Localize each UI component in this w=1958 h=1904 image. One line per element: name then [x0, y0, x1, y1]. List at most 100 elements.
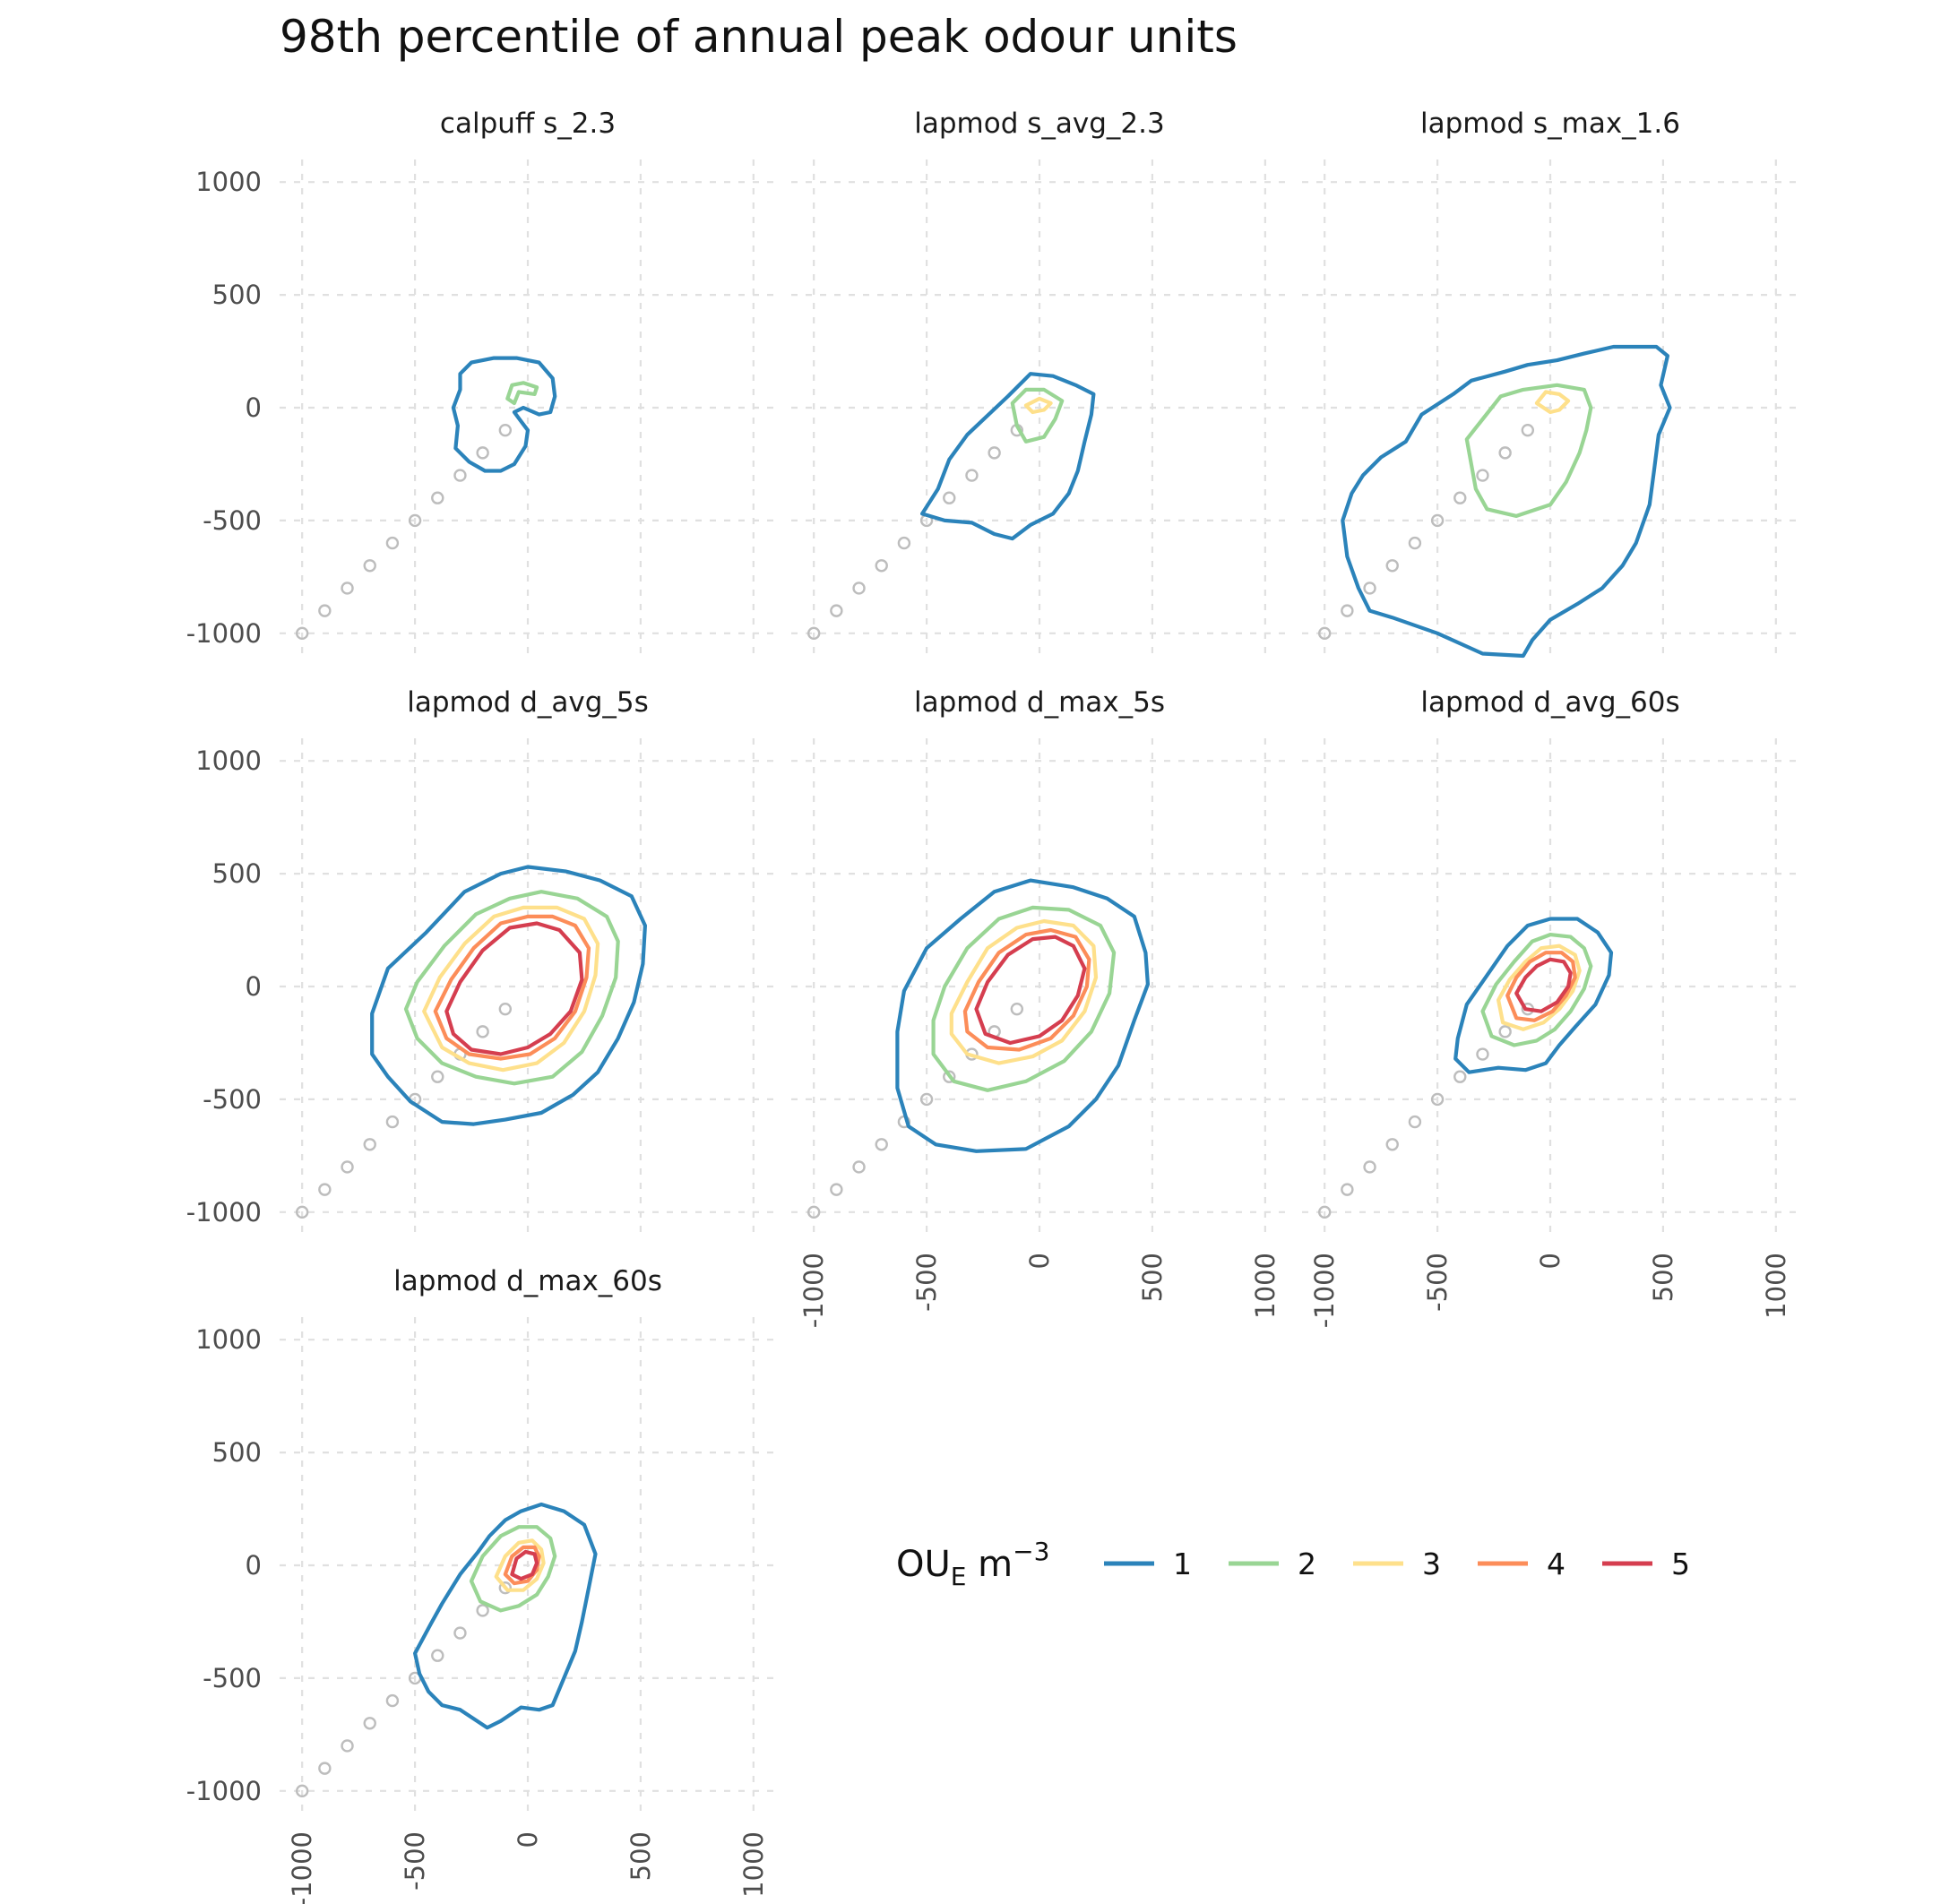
receptor-point — [830, 604, 843, 617]
receptor-point — [943, 491, 956, 504]
y-tick-label: 1000 — [195, 1324, 262, 1355]
legend-label: 2 — [1298, 1546, 1316, 1581]
receptor-point — [385, 1693, 400, 1708]
contour-level-2 — [1010, 387, 1065, 444]
receptor-point — [1408, 1115, 1422, 1129]
x-tick-label: -500 — [911, 1253, 942, 1312]
receptor-point — [1341, 604, 1354, 617]
panel-label: lapmod d_avg_5s — [407, 686, 649, 719]
x-tick-label: 1000 — [738, 1831, 769, 1898]
receptor-point — [476, 1025, 489, 1038]
receptor-point — [1453, 1070, 1467, 1083]
x-tick-label: -500 — [400, 1831, 430, 1891]
receptor-point — [830, 1183, 843, 1196]
receptor-point — [852, 582, 866, 595]
contour-level-3 — [1496, 943, 1582, 1031]
receptor-point — [295, 1205, 309, 1219]
contour-level-4 — [433, 914, 591, 1061]
receptor-point — [341, 582, 354, 595]
y-tick-label: 0 — [246, 392, 262, 423]
contour-level-1 — [919, 372, 1096, 541]
receptor-point — [1317, 1205, 1332, 1219]
receptor-point — [318, 1762, 332, 1775]
contour-level-2 — [403, 890, 620, 1086]
panel-label: lapmod d_avg_60s — [1420, 686, 1679, 719]
receptor-point — [295, 626, 309, 641]
legend-title: OUE m−3 — [896, 1537, 1049, 1591]
panel-label: lapmod s_avg_2.3 — [914, 108, 1164, 140]
receptor-point — [875, 1138, 888, 1151]
contour-level-4 — [1505, 951, 1577, 1022]
contour-level-5 — [1514, 957, 1573, 1013]
plot-title: 98th percentile of annual peak odour uni… — [280, 11, 1238, 63]
x-tick-label: -1000 — [287, 1831, 317, 1904]
contour-level-2 — [505, 381, 539, 406]
receptor-point — [988, 446, 1001, 460]
x-tick-label: 0 — [1535, 1253, 1566, 1269]
receptor-point — [1363, 1160, 1376, 1174]
x-tick-label: -500 — [1422, 1253, 1453, 1312]
receptor-point — [476, 1604, 489, 1617]
y-tick-label: 500 — [212, 1437, 262, 1468]
receptor-point — [385, 1115, 400, 1129]
receptor-point — [318, 1183, 332, 1196]
y-tick-label: 1000 — [195, 745, 262, 776]
receptor-point — [431, 1070, 444, 1083]
receptor-point — [453, 1626, 467, 1640]
receptor-point — [1363, 582, 1376, 595]
contour-level-1 — [370, 865, 648, 1126]
receptor-point — [476, 446, 489, 460]
contour-level-2 — [931, 905, 1117, 1092]
contour-level-1 — [895, 878, 1151, 1153]
contour-level-1 — [451, 356, 557, 473]
legend-label: 4 — [1547, 1546, 1566, 1581]
receptor-point — [295, 1784, 309, 1798]
receptor-point — [385, 536, 400, 550]
legend-label: 5 — [1671, 1546, 1690, 1581]
contour-level-3 — [494, 1538, 546, 1592]
x-tick-label: 0 — [513, 1831, 543, 1848]
receptor-point — [1430, 513, 1445, 528]
receptor-point — [1408, 536, 1422, 550]
x-tick-label: 500 — [625, 1831, 656, 1881]
contour-level-1 — [1453, 917, 1614, 1074]
receptor-point — [875, 559, 888, 573]
contour-level-2 — [469, 1525, 557, 1613]
receptor-point — [431, 491, 444, 504]
receptor-point — [806, 626, 821, 641]
receptor-point — [363, 1138, 376, 1151]
y-tick-label: -500 — [203, 1084, 262, 1115]
receptor-point — [1498, 446, 1512, 460]
y-tick-label: 500 — [212, 858, 262, 889]
receptor-point — [1430, 1092, 1445, 1107]
receptor-point — [453, 469, 467, 482]
contour-level-4 — [962, 927, 1091, 1052]
contour-level-2 — [1464, 383, 1593, 519]
y-tick-label: -1000 — [186, 1776, 262, 1806]
x-tick-label: -1000 — [798, 1253, 829, 1328]
receptor-point — [919, 1092, 934, 1107]
contour-level-1 — [1341, 344, 1672, 659]
receptor-point — [363, 559, 376, 573]
y-tick-label: -1000 — [186, 1197, 262, 1228]
contour-level-2 — [1480, 932, 1593, 1047]
x-tick-label: 500 — [1648, 1253, 1678, 1302]
receptor-point — [1453, 491, 1467, 504]
contour-level-5 — [444, 921, 584, 1056]
receptor-point — [408, 513, 422, 528]
contour-level-1 — [413, 1502, 598, 1730]
receptor-point — [318, 604, 332, 617]
y-tick-label: -1000 — [186, 618, 262, 649]
receptor-point — [1385, 559, 1399, 573]
receptor-point — [498, 423, 513, 437]
receptor-point — [965, 469, 979, 482]
contour-level-3 — [422, 905, 600, 1073]
receptor-point — [498, 1581, 513, 1595]
panel-label: calpuff s_2.3 — [440, 108, 616, 140]
receptor-point — [341, 1739, 354, 1753]
contour-level-4 — [503, 1545, 541, 1586]
contour-level-3 — [1534, 390, 1571, 415]
receptor-point — [1521, 423, 1535, 437]
